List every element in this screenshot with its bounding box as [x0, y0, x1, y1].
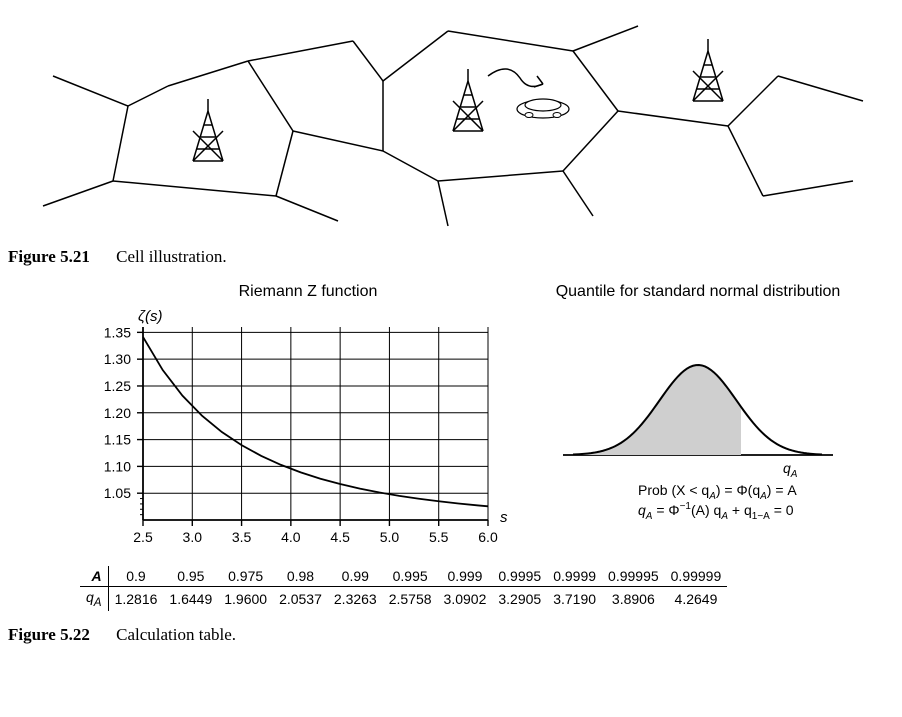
signal-arrow-icon — [488, 69, 543, 87]
riemann-svg: ζ(s) 2.5 3.0 3.5 4.0 4.5 5.0 5.5 6.0 1.05 1.10 1.15… — [73, 305, 513, 555]
svg-text:5.0: 5.0 — [380, 529, 400, 545]
cell-diagram — [8, 6, 894, 241]
quantile-title: Quantile for standard normal distributio… — [523, 283, 873, 301]
svg-text:ζ(s): ζ(s) — [138, 308, 162, 325]
figure-5-21-caption: Figure 5.21 Cell illustration. — [8, 247, 894, 267]
svg-text:3.0: 3.0 — [183, 529, 203, 545]
table-cell-qA: 3.2905 — [492, 587, 547, 611]
table-cell-A: 0.99999 — [665, 566, 728, 587]
table-cell-qA: 3.8906 — [602, 587, 665, 611]
table-cell-qA: 2.3263 — [328, 587, 383, 611]
table-cell-A: 0.98 — [273, 566, 328, 587]
car-icon — [517, 99, 569, 118]
quantile-svg: qA Prob (X < qA) = Φ(qA) = A qA = Φ−1(A)… — [523, 305, 873, 525]
charts-row: Riemann Z function ζ(s) 2.5 3.0 3.5 4.0 4.5 5.… — [8, 283, 894, 560]
page: Figure 5.21 Cell illustration. Riemann Z… — [0, 0, 902, 671]
table-header-A: A — [80, 566, 108, 587]
tower-center — [453, 69, 483, 131]
figure-5-21-label: Figure 5.21 — [8, 247, 90, 266]
quantile-eq1: Prob (X < qA) = Φ(qA) = A — [638, 482, 797, 502]
table-cell-qA: 1.6449 — [163, 587, 218, 611]
svg-text:1.15: 1.15 — [104, 432, 131, 448]
figure-5-22-caption: Figure 5.22 Calculation table. — [8, 625, 894, 645]
tower-left — [193, 99, 223, 161]
quantile-panel: Quantile for standard normal distributio… — [523, 283, 873, 530]
svg-text:4.0: 4.0 — [281, 529, 301, 545]
svg-text:5.5: 5.5 — [429, 529, 449, 545]
svg-text:1.20: 1.20 — [104, 405, 131, 421]
svg-text:2.5: 2.5 — [133, 529, 153, 545]
table-cell-qA: 4.2649 — [665, 587, 728, 611]
riemann-chart: Riemann Z function ζ(s) 2.5 3.0 3.5 4.0 4.5 5.… — [73, 283, 513, 560]
table-cell-A: 0.9 — [108, 566, 163, 587]
svg-text:1.10: 1.10 — [104, 458, 131, 474]
svg-text:6.0: 6.0 — [478, 529, 498, 545]
table-cell-A: 0.9995 — [492, 566, 547, 587]
table-cell-qA: 3.7190 — [547, 587, 602, 611]
table-cell-A: 0.95 — [163, 566, 218, 587]
svg-text:s: s — [500, 509, 508, 526]
table-cell-qA: 1.9600 — [218, 587, 273, 611]
tower-right — [693, 39, 723, 101]
table-cell-qA: 3.0902 — [438, 587, 493, 611]
table-cell-A: 0.995 — [383, 566, 438, 587]
qa-label: qA — [783, 460, 798, 480]
figure-5-21-text: Cell illustration. — [116, 247, 227, 266]
svg-text:1.35: 1.35 — [104, 324, 131, 340]
svg-text:4.5: 4.5 — [330, 529, 350, 545]
riemann-title: Riemann Z function — [103, 283, 513, 301]
svg-text:1.25: 1.25 — [104, 378, 131, 394]
table-cell-A: 0.99995 — [602, 566, 665, 587]
table-row-qA-label: qA — [80, 587, 108, 611]
figure-5-22-label: Figure 5.22 — [8, 625, 90, 644]
table-cell-A: 0.975 — [218, 566, 273, 587]
table-cell-qA: 2.5758 — [383, 587, 438, 611]
svg-text:1.05: 1.05 — [104, 485, 131, 501]
table-cell-A: 0.9999 — [547, 566, 602, 587]
cell-diagram-svg — [8, 6, 894, 236]
table-cell-qA: 2.0537 — [273, 587, 328, 611]
svg-text:3.5: 3.5 — [232, 529, 252, 545]
figure-5-22-text: Calculation table. — [116, 625, 236, 644]
svg-text:1.30: 1.30 — [104, 351, 131, 367]
quantile-eq2: qA = Φ−1(A) qA + q1−A = 0 — [638, 501, 794, 522]
cell-borders — [43, 26, 863, 226]
table-cell-A: 0.999 — [438, 566, 493, 587]
table-cell-qA: 1.2816 — [108, 587, 163, 611]
table-cell-A: 0.99 — [328, 566, 383, 587]
quantile-table: A 0.90.950.9750.980.990.9950.9990.99950.… — [80, 566, 894, 611]
